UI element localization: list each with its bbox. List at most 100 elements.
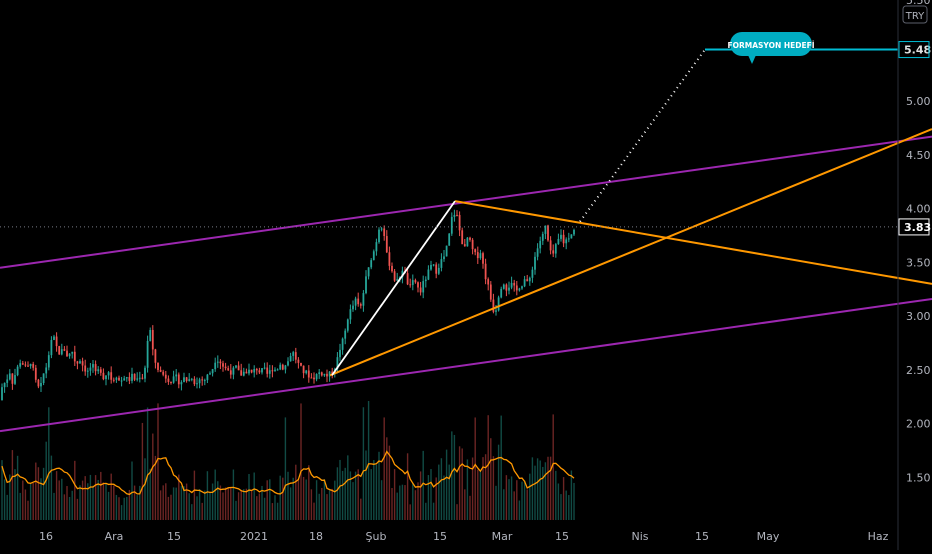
candle-body[interactable] xyxy=(432,264,435,266)
candle-body[interactable] xyxy=(508,287,510,291)
candle-body[interactable] xyxy=(175,374,178,377)
candle-body[interactable] xyxy=(502,284,505,289)
candle-body[interactable] xyxy=(549,240,552,251)
candle-body[interactable] xyxy=(354,298,357,306)
candle-body[interactable] xyxy=(305,370,308,374)
falling-triangle-line[interactable] xyxy=(454,200,932,285)
candle-body[interactable] xyxy=(261,368,263,373)
candle-body[interactable] xyxy=(151,329,154,350)
candle-body[interactable] xyxy=(430,264,432,270)
candle-body[interactable] xyxy=(440,259,443,268)
candle-body[interactable] xyxy=(19,363,22,367)
target-callout-box[interactable] xyxy=(730,32,812,56)
candle-body[interactable] xyxy=(315,374,318,380)
candle-body[interactable] xyxy=(255,368,258,371)
candle-body[interactable] xyxy=(253,368,256,373)
candle-body[interactable] xyxy=(229,370,232,375)
candle-body[interactable] xyxy=(479,253,482,259)
candle-body[interactable] xyxy=(34,367,37,380)
candle-body[interactable] xyxy=(487,279,490,285)
candle-body[interactable] xyxy=(14,375,16,384)
candle-body[interactable] xyxy=(89,367,92,371)
candle-body[interactable] xyxy=(281,364,284,370)
currency-badge[interactable]: TRY xyxy=(902,5,928,24)
candle-body[interactable] xyxy=(123,378,126,381)
candle-body[interactable] xyxy=(424,279,427,282)
candle-body[interactable] xyxy=(92,364,94,368)
candle-body[interactable] xyxy=(136,378,139,380)
candle-body[interactable] xyxy=(24,364,27,366)
candle-body[interactable] xyxy=(63,349,66,351)
candle-body[interactable] xyxy=(300,362,302,366)
candle-body[interactable] xyxy=(463,244,466,247)
candle-body[interactable] xyxy=(534,256,536,270)
candle-body[interactable] xyxy=(448,233,451,246)
candle-body[interactable] xyxy=(313,377,315,380)
flagpole-line[interactable] xyxy=(331,200,456,376)
candle-body[interactable] xyxy=(53,336,55,340)
candle-body[interactable] xyxy=(203,380,206,382)
candle-body[interactable] xyxy=(110,372,113,380)
candle-body[interactable] xyxy=(411,280,414,285)
candle-body[interactable] xyxy=(380,228,383,230)
candle-body[interactable] xyxy=(526,279,529,282)
candle-body[interactable] xyxy=(50,339,53,356)
candle-body[interactable] xyxy=(320,372,323,376)
candle-body[interactable] xyxy=(279,364,282,370)
candle-body[interactable] xyxy=(242,371,245,376)
candle-body[interactable] xyxy=(367,267,370,277)
candle-body[interactable] xyxy=(84,365,87,372)
candle-body[interactable] xyxy=(541,233,544,241)
candle-body[interactable] xyxy=(250,369,253,373)
candle-body[interactable] xyxy=(47,355,50,368)
candle-body[interactable] xyxy=(201,379,204,381)
candle-body[interactable] xyxy=(79,361,81,364)
candle-body[interactable] xyxy=(352,305,354,310)
candle-body[interactable] xyxy=(138,377,141,379)
candle-body[interactable] xyxy=(528,277,531,282)
candle-body[interactable] xyxy=(422,281,425,293)
candle-body[interactable] xyxy=(32,363,35,368)
candle-body[interactable] xyxy=(417,282,419,288)
candle-body[interactable] xyxy=(302,365,305,374)
candle-body[interactable] xyxy=(58,346,61,355)
candle-body[interactable] xyxy=(227,368,230,371)
candle-body[interactable] xyxy=(388,252,391,266)
candle-body[interactable] xyxy=(237,365,240,371)
candle-body[interactable] xyxy=(310,377,313,379)
candle-body[interactable] xyxy=(396,279,399,281)
candle-body[interactable] xyxy=(385,236,388,253)
candle-body[interactable] xyxy=(11,373,14,384)
candle-body[interactable] xyxy=(268,370,271,374)
target-callout[interactable]: FORMASYON HEDEFİ xyxy=(727,32,815,64)
candle-body[interactable] xyxy=(149,329,152,341)
candle-body[interactable] xyxy=(245,371,248,374)
candle-body[interactable] xyxy=(521,286,523,289)
candle-body[interactable] xyxy=(362,293,365,306)
candle-body[interactable] xyxy=(560,234,562,239)
candle-body[interactable] xyxy=(55,336,58,347)
target-projection-line[interactable] xyxy=(579,48,706,223)
candle-body[interactable] xyxy=(190,378,193,380)
candle-body[interactable] xyxy=(248,369,250,374)
currency-badge-box[interactable] xyxy=(902,5,928,24)
candle-body[interactable] xyxy=(539,240,542,249)
candle-body[interactable] xyxy=(115,377,118,380)
candle-body[interactable] xyxy=(372,251,375,261)
candle-body[interactable] xyxy=(515,285,518,291)
candle-body[interactable] xyxy=(183,377,185,383)
candle-body[interactable] xyxy=(185,377,188,382)
candle-body[interactable] xyxy=(370,260,373,268)
candle-body[interactable] xyxy=(570,234,573,239)
candle-body[interactable] xyxy=(445,245,448,257)
candle-body[interactable] xyxy=(86,370,89,372)
candle-body[interactable] xyxy=(37,379,40,387)
candle-body[interactable] xyxy=(266,367,269,374)
candle-body[interactable] xyxy=(406,273,409,285)
candle-body[interactable] xyxy=(180,382,183,385)
candle-body[interactable] xyxy=(193,378,196,385)
candle-body[interactable] xyxy=(271,370,274,372)
candle-body[interactable] xyxy=(393,271,396,281)
candle-body[interactable] xyxy=(349,309,352,320)
candle-body[interactable] xyxy=(99,369,102,373)
